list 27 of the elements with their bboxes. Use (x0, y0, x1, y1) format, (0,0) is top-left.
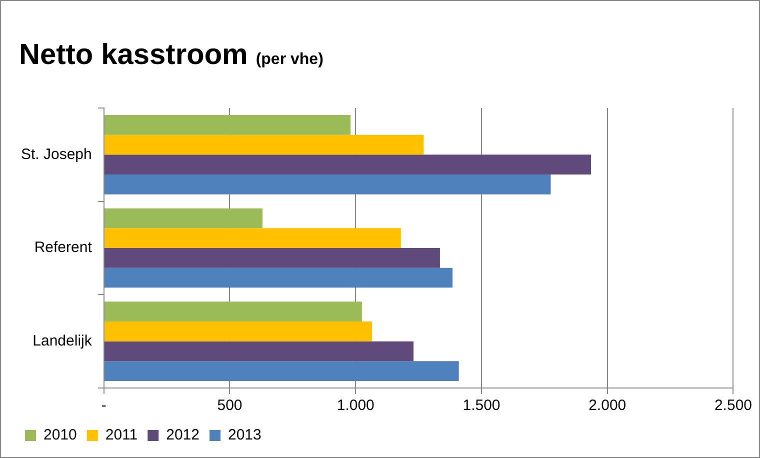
legend-label: 2010 (44, 426, 77, 444)
bar (104, 154, 591, 174)
legend-label: 2012 (166, 426, 200, 444)
x-tick-label: 2.500 (714, 397, 752, 414)
bar (104, 341, 414, 362)
bar (104, 228, 401, 248)
bar (104, 174, 551, 194)
bar (104, 208, 262, 228)
bar (104, 302, 362, 322)
x-tick-label: - (101, 397, 106, 414)
chart-subtitle: (per vhe) (256, 51, 324, 68)
x-tick-label: 1.500 (462, 397, 500, 414)
y-tick-label: Landelijk (32, 332, 92, 350)
x-tick-label: 2.000 (588, 397, 626, 414)
bar (104, 248, 440, 268)
bar (104, 115, 351, 135)
bar (104, 322, 372, 342)
x-tick-label: 500 (217, 397, 242, 414)
y-tick-label: Referent (34, 239, 93, 256)
legend-label: 2013 (228, 426, 262, 444)
bar (104, 268, 453, 288)
legend-label: 2011 (105, 426, 138, 444)
bar (104, 361, 459, 381)
x-tick-label: 1.000 (336, 397, 374, 414)
bar (104, 134, 424, 155)
chart-title: Netto kasstroom (19, 39, 248, 71)
y-tick-label: St. Joseph (20, 146, 92, 163)
